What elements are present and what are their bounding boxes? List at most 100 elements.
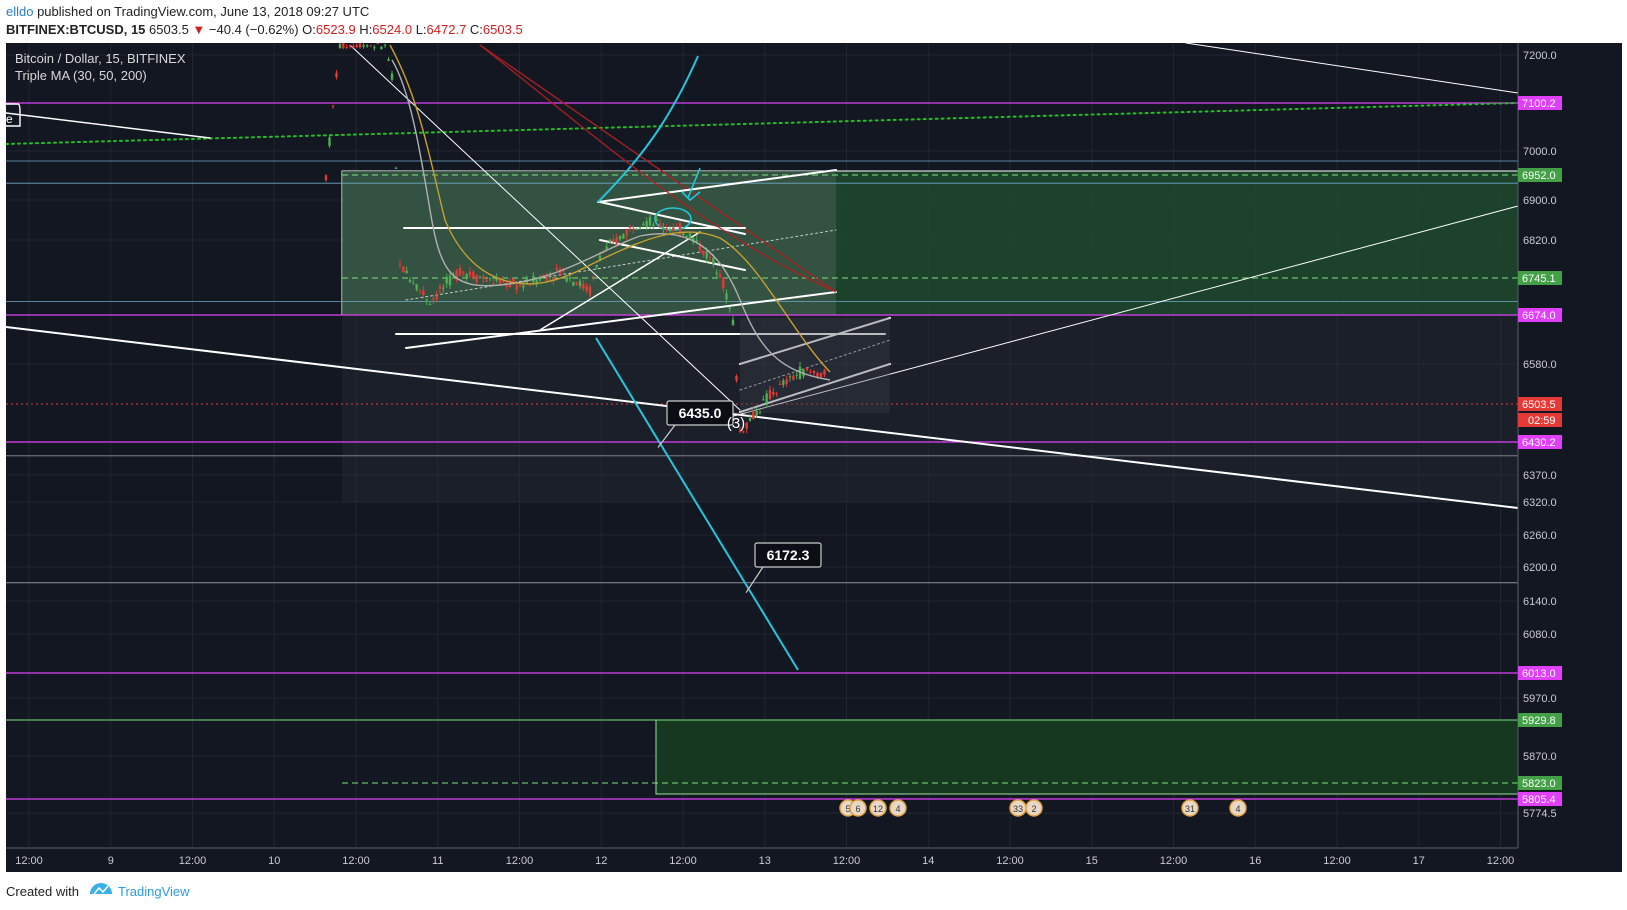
time-tick-label: 15 — [1086, 855, 1098, 867]
projection-line-cyan — [595, 337, 799, 671]
candle-body — [402, 266, 405, 273]
candle-body — [512, 278, 515, 284]
candle-body — [618, 235, 622, 240]
open-value: 6523.9 — [315, 22, 356, 37]
candle-body — [625, 229, 628, 236]
event-count: 31 — [1185, 804, 1195, 814]
candle-body — [772, 391, 775, 395]
price-tick-label: 7000.0 — [1523, 146, 1557, 158]
price-tag[interactable] — [1518, 168, 1562, 182]
candle-body — [725, 293, 728, 300]
candle-body — [387, 59, 390, 61]
candle-body — [588, 286, 592, 296]
candle-body — [816, 372, 819, 377]
price-tick-label: 6900.0 — [1523, 195, 1557, 207]
event-count: 33 — [1013, 804, 1023, 814]
tradingview-logo-icon[interactable] — [88, 880, 114, 903]
legend-title: Bitcoin / Dollar, 15, BITFINEX — [15, 51, 186, 66]
price-tick-label: 6260.0 — [1523, 530, 1557, 542]
candle-body — [528, 284, 532, 286]
footer: Created with TradingView — [0, 872, 1627, 910]
event-badge-icon[interactable] — [889, 799, 907, 817]
wedge-line — [539, 231, 701, 331]
candle-body — [758, 412, 762, 414]
low-value: 6472.7 — [426, 22, 467, 37]
price-tag[interactable] — [1518, 435, 1562, 449]
price-tag[interactable] — [1518, 271, 1562, 285]
candle-body — [682, 233, 685, 236]
price-tag[interactable] — [1518, 666, 1562, 680]
event-badge-icon[interactable] — [869, 799, 887, 817]
price-tick-label: 6370.0 — [1523, 470, 1557, 482]
candle-body — [823, 369, 826, 375]
symbol-line: BITFINEX:BTCUSD, 15 6503.5 ▼ −40.4 (−0.6… — [6, 22, 523, 37]
candle-body — [585, 286, 588, 292]
price-chart[interactable]: e 6435.0 6172.3 (3) 5 6 12 4 33 2 31 4 7200.0 7000… — [5, 42, 1622, 872]
candle-body — [752, 411, 755, 420]
candle-body — [819, 372, 823, 378]
tradingview-link[interactable]: TradingView — [118, 884, 190, 899]
time-tick-label: 12:00 — [179, 855, 207, 867]
callout-box[interactable] — [666, 400, 734, 426]
candle-body — [545, 275, 548, 282]
candle-body — [365, 45, 369, 47]
event-badge-icon[interactable] — [1025, 799, 1043, 817]
dotted-trendline-green — [5, 102, 1519, 145]
price-tag[interactable] — [1518, 397, 1562, 411]
callout-box[interactable] — [754, 542, 822, 568]
candle-body — [425, 299, 428, 301]
price-tag-label: 7100.2 — [1522, 98, 1556, 110]
candle-body — [432, 298, 435, 300]
price-axis[interactable]: 7200.0 7000.0 6900.0 6820.0 6580.0 6370.0 6320… — [1518, 50, 1562, 820]
price-tag[interactable] — [1518, 713, 1562, 727]
price-tick-label: 5870.0 — [1523, 751, 1557, 763]
candle-body — [358, 43, 362, 48]
time-tick-label: 12:00 — [669, 855, 697, 867]
candle-body — [475, 275, 478, 283]
candle-body — [522, 285, 525, 288]
published-text: published on TradingView.com, June 13, 2… — [33, 4, 370, 19]
candle-body — [492, 282, 495, 284]
author-link[interactable]: elldo — [6, 4, 34, 19]
candle-body — [498, 277, 502, 284]
price-tag[interactable] — [1518, 308, 1562, 322]
price-change: −40.4 (−0.62%) — [208, 22, 299, 37]
candle-body — [383, 44, 387, 46]
candle-body — [352, 45, 355, 48]
time-tick-label: 12:00 — [996, 855, 1024, 867]
candle-body — [408, 279, 412, 283]
event-badge-icon[interactable] — [849, 799, 867, 817]
price-tag-label: 5805.4 — [1522, 794, 1556, 806]
candle-body — [538, 277, 542, 281]
event-badge-icon[interactable] — [1229, 799, 1247, 817]
time-axis[interactable]: 12:00 9 12:00 10 12:00 11 12:00 12 12:00 13 12:00 1… — [15, 855, 1514, 867]
candle-body — [632, 228, 635, 230]
price-tag-label: 6745.1 — [1522, 273, 1556, 285]
candle-body — [582, 283, 585, 289]
publish-header: elldo published on TradingView.com, June… — [0, 0, 1627, 44]
event-badge-icon[interactable] — [1181, 799, 1199, 817]
high-label: H: — [359, 22, 373, 37]
candle-body — [598, 255, 602, 260]
legend-indicator[interactable]: Triple MA (30, 50, 200) — [15, 68, 147, 83]
time-tick-label: 12:00 — [506, 855, 534, 867]
price-tick-label: 5774.5 — [1523, 808, 1557, 820]
trendline — [699, 205, 1519, 426]
price-tag[interactable] — [1518, 792, 1562, 806]
moving-averages-layer — [389, 44, 837, 381]
candle-body — [698, 245, 702, 251]
candle-body — [668, 229, 672, 232]
candle-body — [418, 289, 422, 291]
chart-area[interactable]: e 6435.0 6172.3 (3) 5 6 12 4 33 2 31 4 7200.0 7000… — [5, 42, 1622, 872]
price-tag[interactable] — [1518, 96, 1562, 110]
small-channel-fill — [740, 318, 890, 413]
candle-body — [335, 72, 338, 78]
time-tick-label: 10 — [268, 855, 280, 867]
time-tick-label: 12:00 — [1323, 855, 1351, 867]
callout-label: 6172.3 — [767, 547, 810, 563]
price-tag[interactable] — [1518, 776, 1562, 790]
candle-body — [488, 277, 492, 279]
candle-body — [688, 233, 692, 239]
candle-body — [355, 44, 358, 47]
trendline — [1185, 42, 1519, 94]
